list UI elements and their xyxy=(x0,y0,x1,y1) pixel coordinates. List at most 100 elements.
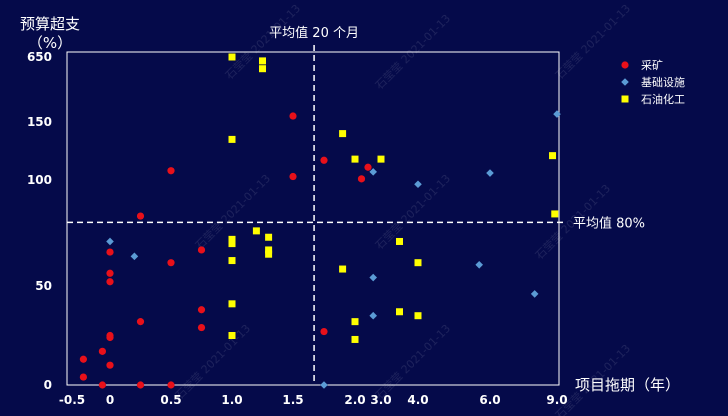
data-point-square xyxy=(396,237,403,245)
data-point-square xyxy=(377,155,385,163)
y-tick-label: 650 xyxy=(27,50,52,64)
data-point-circle xyxy=(98,381,106,389)
data-point-circle xyxy=(197,246,206,254)
data-point-diamond xyxy=(486,169,494,177)
data-point-circle xyxy=(79,373,87,381)
data-point-circle xyxy=(357,175,366,183)
data-point-circle xyxy=(106,269,114,277)
data-point-square xyxy=(549,152,557,160)
data-point-diamond xyxy=(530,290,539,298)
data-point-circle xyxy=(197,323,206,332)
x-tick-labels: -0.5 0 0.5 1.0 1.5 2.0 3.0 4.0 6.0 9.0 xyxy=(59,393,568,407)
data-point-square xyxy=(228,257,236,265)
data-point-diamond xyxy=(369,168,377,176)
legend-marker-circle xyxy=(621,61,629,69)
data-point-circle xyxy=(167,381,175,389)
legend-marker-square xyxy=(621,95,629,103)
data-point-circle xyxy=(136,381,145,389)
data-point-square xyxy=(259,65,266,73)
data-point-diamond xyxy=(414,180,422,189)
data-point-diamond xyxy=(369,311,377,320)
data-point-square xyxy=(228,235,236,243)
data-point-square xyxy=(339,265,347,273)
data-point-square xyxy=(228,332,236,339)
data-point-square xyxy=(414,312,422,320)
data-point-square xyxy=(265,246,273,254)
data-points xyxy=(79,53,561,389)
data-point-circle xyxy=(197,306,206,314)
avg-y-label: 平均值 80% xyxy=(573,215,645,231)
data-point-square xyxy=(396,308,403,316)
data-point-diamond xyxy=(369,273,377,282)
data-point-circle xyxy=(167,167,175,175)
data-point-circle xyxy=(106,361,114,369)
y-tick-label: 150 xyxy=(27,115,52,129)
series-square xyxy=(228,53,559,343)
y-axis-label-line1: 预算超支 xyxy=(20,15,80,33)
data-point-circle xyxy=(106,333,114,342)
data-point-circle xyxy=(106,248,114,256)
data-point-square xyxy=(351,335,359,343)
data-point-square xyxy=(265,233,273,241)
data-point-diamond xyxy=(130,252,139,261)
data-point-square xyxy=(228,240,236,248)
data-point-square xyxy=(259,57,266,65)
data-point-square xyxy=(351,155,359,163)
y-axis-label-line2: （%） xyxy=(28,34,72,52)
x-tick-label: 1.5 xyxy=(282,393,303,407)
data-point-square xyxy=(414,259,422,267)
data-point-square xyxy=(252,227,260,235)
data-point-square xyxy=(228,300,236,308)
data-point-circle xyxy=(320,156,328,164)
x-tick-label: 1.0 xyxy=(221,393,242,407)
x-tick-label: 0 xyxy=(106,393,114,407)
plot-frame xyxy=(66,51,560,386)
watermark-text: 石莹莹 2021-01-13 xyxy=(553,2,633,82)
y-tick-label: 0 xyxy=(44,378,52,392)
data-point-circle xyxy=(136,212,145,220)
data-point-circle xyxy=(106,278,114,286)
x-tick-label: 4.0 xyxy=(407,393,428,407)
data-point-square xyxy=(551,210,559,218)
data-point-circle xyxy=(79,355,87,363)
data-point-square xyxy=(351,318,359,326)
data-point-circle xyxy=(289,112,297,120)
watermark-text: 石莹莹 2021-01-13 xyxy=(173,322,253,402)
x-tick-label: -0.5 xyxy=(59,393,85,407)
watermark-text: 石莹莹 2021-01-13 xyxy=(373,172,453,252)
data-point-square xyxy=(228,53,236,61)
x-tick-label: 6.0 xyxy=(479,393,500,407)
avg-x-label: 平均值 20 个月 xyxy=(269,25,359,41)
data-point-square xyxy=(228,135,236,143)
legend-label: 基础设施 xyxy=(641,76,685,89)
y-tick-labels: 0 50 100 150 650 xyxy=(27,50,52,392)
series-circle xyxy=(79,112,372,389)
legend-marker-diamond xyxy=(621,78,629,86)
x-tick-label: 9.0 xyxy=(546,393,567,407)
x-axis-label: 项目拖期（年） xyxy=(575,376,680,394)
y-tick-label: 100 xyxy=(27,173,52,187)
x-tick-label: 0.5 xyxy=(160,393,181,407)
x-tick-label: 3.0 xyxy=(370,393,391,407)
data-point-diamond xyxy=(475,261,483,269)
data-point-circle xyxy=(320,327,328,336)
data-point-circle xyxy=(98,347,106,355)
y-tick-label: 50 xyxy=(35,279,52,293)
data-point-square xyxy=(265,250,273,258)
data-point-circle xyxy=(136,318,145,326)
watermark-text: 石莹莹 2021-01-13 xyxy=(373,322,453,402)
series-diamond xyxy=(106,110,561,389)
data-point-circle xyxy=(167,259,175,267)
legend-label: 石油化工 xyxy=(641,92,685,106)
legend-label: 采矿 xyxy=(641,59,663,72)
data-point-diamond xyxy=(320,381,328,389)
x-tick-label: 2.0 xyxy=(344,393,365,407)
data-point-circle xyxy=(289,172,297,181)
data-point-diamond xyxy=(553,110,561,118)
data-point-square xyxy=(339,130,347,138)
watermark-layer: 石莹莹 2021-01-13 石莹莹 2021-01-13 石莹莹 2021-01-… xyxy=(173,2,633,416)
data-point-circle xyxy=(364,163,372,171)
